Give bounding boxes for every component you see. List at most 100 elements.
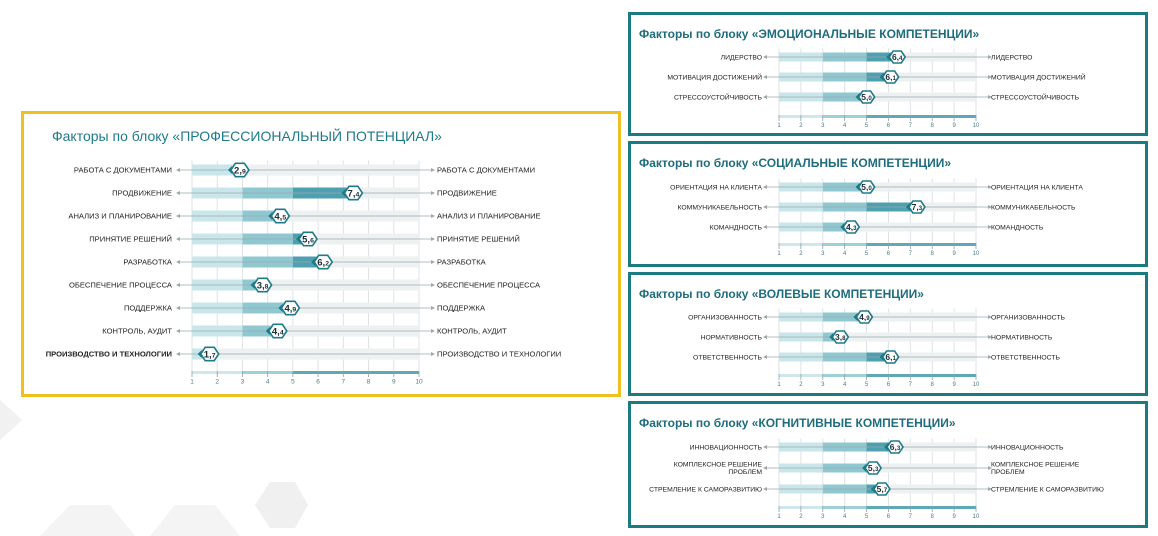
row-right-label: КОНТРОЛЬ, АУДИТ: [437, 327, 507, 336]
tick-label: 7: [909, 123, 913, 129]
value-marker: 5,0: [855, 90, 876, 104]
tick-label: 5: [865, 514, 869, 520]
row-right-label: ИННОВАЦИОННОСТЬ: [991, 444, 1064, 451]
tick-label: 4: [843, 123, 847, 129]
tick-label: 9: [952, 123, 956, 129]
tick-label: 3: [821, 514, 825, 520]
panel-title: Факторы по блоку «СОЦИАЛЬНЫЕ КОМПЕТЕНЦИИ…: [639, 156, 952, 170]
professional-potential-panel: Факторы по блоку «ПРОФЕССИОНАЛЬНЫЙ ПОТЕН…: [21, 111, 621, 397]
chart-row: КОМАНДНОСТЬ КОМАНДНОСТЬ 4,3: [710, 220, 1044, 234]
value-label: 3,8: [257, 280, 269, 291]
tick-label: 8: [931, 123, 935, 129]
tick-label: 3: [821, 123, 825, 129]
row-right-label: СТРЕМЛЕНИЕ К САМОРАЗВИТИЮ: [991, 486, 1104, 493]
tick-label: 7: [909, 251, 913, 257]
row-label: КОНТРОЛЬ, АУДИТ: [102, 327, 172, 336]
value-marker: 5,7: [870, 482, 891, 496]
value-label: 1,7: [204, 349, 216, 360]
row-label: ЛИДЕРСТВО: [721, 54, 762, 61]
emotional-competencies-panel: Факторы по блоку «ЭМОЦИОНАЛЬНЫЕ КОМПЕТЕН…: [628, 12, 1148, 136]
chart-row: МОТИВАЦИЯ ДОСТИЖЕНИЙ МОТИВАЦИЯ ДОСТИЖЕНИЙ…: [667, 70, 1086, 84]
value-marker: 7,4: [341, 185, 364, 201]
row-right-label: ПРОДВИЖЕНИЕ: [437, 189, 497, 198]
row-right-label: ОТВЕТСТВЕННОСТЬ: [991, 354, 1060, 361]
row-label: АНАЛИЗ И ПЛАНИРОВАНИЕ: [68, 212, 172, 221]
value-marker: 4,5: [268, 208, 291, 224]
row-label: ИННОВАЦИОННОСТЬ: [690, 444, 763, 451]
tick-label: 8: [931, 514, 935, 520]
row-label: ПРИНЯТИЕ РЕШЕНИЙ: [89, 235, 172, 244]
tick-label: 1: [777, 382, 781, 388]
row-right-label: КОМАНДНОСТЬ: [991, 224, 1044, 231]
tick-label: 5: [865, 123, 869, 129]
row-right-label: ОРИЕНТАЦИЯ НА КЛИЕНТА: [991, 184, 1083, 191]
row-label: ПРОИЗВОДСТВО И ТЕХНОЛОГИИ: [46, 350, 172, 359]
value-label: 5,7: [877, 484, 888, 494]
value-label: 4,3: [846, 222, 857, 232]
volitional-competencies-panel: Факторы по блоку «ВОЛЕВЫЕ КОМПЕТЕНЦИИ» О…: [628, 272, 1148, 396]
row-label: НОРМАТИВНОСТЬ: [701, 334, 763, 341]
value-label: 6,4: [892, 52, 903, 62]
value-label: 7,3: [912, 202, 923, 212]
tick-label: 5: [291, 379, 295, 386]
value-marker: 6,2: [311, 254, 334, 270]
chart-row: КОММУНИКАБЕЛЬНОСТЬ КОММУНИКАБЕЛЬНОСТЬ 7,3: [677, 200, 1076, 214]
value-label: 6,1: [885, 352, 896, 362]
tick-label: 6: [887, 251, 891, 257]
row-right-label: РАБОТА С ДОКУМЕНТАМИ: [437, 166, 535, 175]
value-label: 6,3: [890, 442, 901, 452]
tick-label: 2: [799, 123, 803, 129]
tick-label: 6: [887, 123, 891, 129]
tick-label: 8: [931, 382, 935, 388]
x-axis: 1 2 3 4 5 6 7 8 9 10: [777, 115, 980, 129]
tick-label: 10: [973, 123, 980, 129]
value-marker: 3,8: [250, 277, 273, 293]
chart-row: СТРЕССОУСТОЙЧИВОСТЬ СТРЕССОУСТОЙЧИВОСТЬ 5,…: [674, 90, 1080, 104]
chart-row: ОРИЕНТАЦИЯ НА КЛИЕНТА ОРИЕНТАЦИЯ НА КЛИЕН…: [670, 180, 1083, 194]
row-right-label: МОТИВАЦИЯ ДОСТИЖЕНИЙ: [991, 72, 1086, 81]
value-marker: 6,1: [879, 70, 900, 84]
tick-label: 6: [887, 382, 891, 388]
value-marker: 4,3: [840, 220, 861, 234]
value-label: 6,2: [317, 257, 329, 268]
chart-row: ПРИНЯТИЕ РЕШЕНИЙ ПРИНЯТИЕ РЕШЕНИЙ 5,6: [89, 231, 520, 247]
tick-label: 9: [392, 379, 396, 386]
panel-title: Факторы по блоку «ЭМОЦИОНАЛЬНЫЕ КОМПЕТЕН…: [639, 27, 980, 41]
chart-row: КОМПЛЕКСНОЕ РЕШЕНИЕ ПРОБЛЕМ КОМПЛЕКСНОЕ РЕ…: [674, 461, 1080, 476]
row-label: СТРЕМЛЕНИЕ К САМОРАЗВИТИЮ: [649, 486, 762, 493]
row-right-label: ЛИДЕРСТВО: [991, 54, 1032, 61]
tick-label: 2: [799, 514, 803, 520]
row-label: КОМАНДНОСТЬ: [710, 224, 763, 231]
row-label: РАЗРАБОТКА: [123, 258, 173, 267]
tick-label: 4: [266, 379, 270, 386]
chart-row: ЛИДЕРСТВО ЛИДЕРСТВО 6,4: [721, 50, 1032, 64]
social-competencies-chart: ОРИЕНТАЦИЯ НА КЛИЕНТА ОРИЕНТАЦИЯ НА КЛИЕН…: [670, 178, 1083, 257]
value-label: 6,1: [885, 72, 896, 82]
tick-label: 8: [931, 251, 935, 257]
row-right-label: КОММУНИКАБЕЛЬНОСТЬ: [991, 204, 1076, 211]
row-label: ОБЕСПЕЧЕНИЕ ПРОЦЕССА: [69, 281, 173, 290]
x-axis: 1 2 3 4 5 6 7 8 9 10: [777, 374, 980, 388]
tick-label: 4: [843, 251, 847, 257]
chart-row: ИННОВАЦИОННОСТЬ ИННОВАЦИОННОСТЬ 6,3: [690, 440, 1064, 454]
value-label: 4,9: [859, 312, 870, 322]
tick-label: 1: [777, 251, 781, 257]
value-label: 4,4: [272, 326, 284, 337]
value-marker: 4,9: [278, 300, 301, 316]
tick-label: 5: [865, 382, 869, 388]
tick-label: 1: [777, 514, 781, 520]
tick-label: 1: [777, 123, 781, 129]
row-right-label: АНАЛИЗ И ПЛАНИРОВАНИЕ: [437, 212, 541, 221]
tick-label: 7: [342, 379, 346, 386]
tick-label: 8: [367, 379, 371, 386]
row-right-label: ОБЕСПЕЧЕНИЕ ПРОЦЕССА: [437, 281, 541, 290]
tick-label: 2: [215, 379, 219, 386]
value-marker: 6,3: [884, 440, 904, 454]
tick-label: 9: [952, 514, 956, 520]
row-right-label: ОРГАНИЗОВАННОСТЬ: [991, 314, 1065, 321]
chart-row: РАЗРАБОТКА РАЗРАБОТКА 6,2: [123, 254, 487, 270]
tick-label: 3: [241, 379, 245, 386]
tick-label: 3: [821, 382, 825, 388]
value-marker: 4,4: [265, 323, 288, 339]
tick-label: 10: [973, 382, 980, 388]
